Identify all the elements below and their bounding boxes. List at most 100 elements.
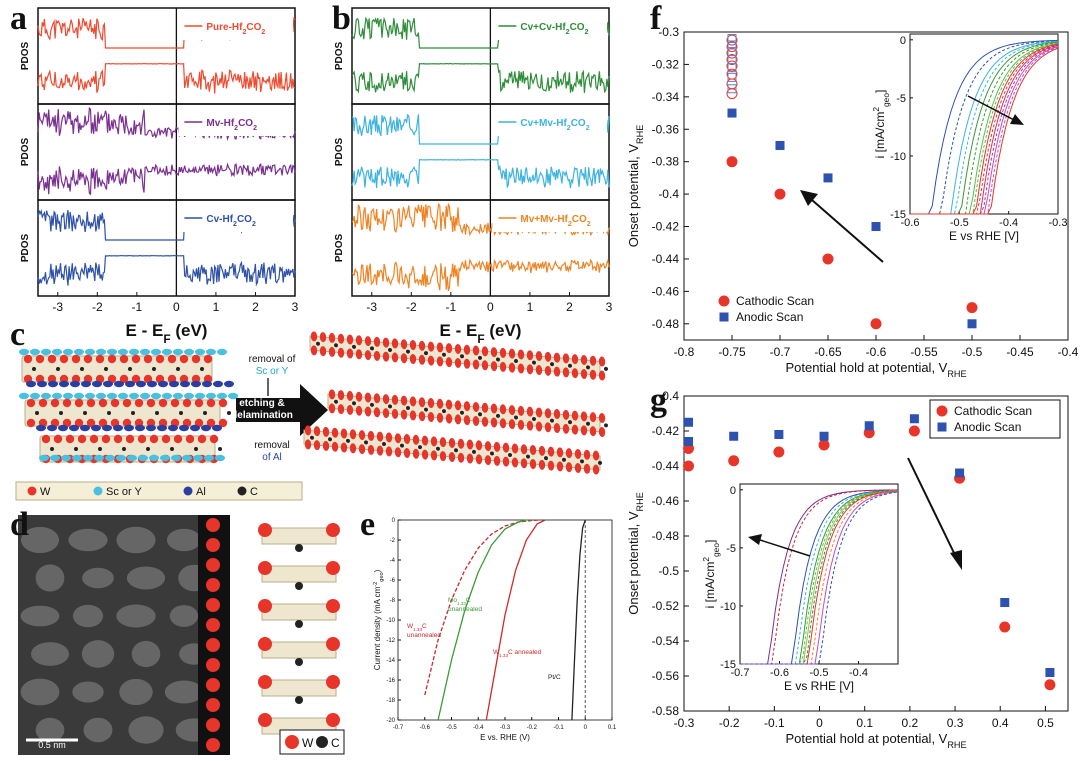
c-atom (598, 460, 602, 465)
w-atom (592, 450, 600, 461)
x-tick-label: 0.4 (992, 716, 1009, 730)
c-atom (83, 411, 87, 415)
c-atom (179, 411, 183, 415)
c-atom (310, 435, 314, 440)
w-atom (337, 347, 345, 358)
legend-c-swatch (316, 736, 328, 748)
dos-spin-down-curve (37, 162, 296, 196)
w-atom (544, 408, 552, 419)
x-tick-label: -0.4 (473, 725, 484, 731)
y-tick-label: -18 (386, 698, 395, 704)
c-atom (496, 357, 500, 362)
w-atom (209, 434, 219, 444)
interlayer-atom (204, 454, 214, 462)
x-tick-label: -0.55 (910, 345, 938, 359)
c-atom (107, 411, 111, 415)
inset-x-tick-label: -0.6 (770, 667, 789, 679)
w-atom (41, 434, 51, 444)
w-atom (337, 390, 345, 401)
etch-label-1: etching & (239, 398, 285, 409)
dos-series-label: Cv+Mv-Hf2CO2 (520, 118, 589, 132)
interlayer-atom (202, 380, 212, 388)
atom-column-blur (126, 566, 166, 590)
w-atom (161, 434, 171, 444)
x-tick-label: -0.4 (1058, 345, 1079, 359)
interlayer-atom (138, 454, 148, 462)
c-atom (170, 447, 174, 451)
w-atom (571, 368, 579, 379)
x-tick-label: 0 (173, 300, 180, 314)
w-atom (475, 440, 483, 451)
y-tick-label: -0.3 (658, 25, 679, 39)
y-tick-label: -0.5 (658, 564, 679, 578)
c-atom (203, 411, 207, 415)
interlayer-atom (213, 380, 223, 388)
interlayer-atom (61, 454, 71, 462)
cathodic-open-point (726, 54, 738, 66)
w-atom (598, 412, 606, 423)
inset-curve (910, 39, 1059, 215)
w-atom (526, 364, 534, 375)
w-atom (592, 464, 600, 475)
inset-x-tick-label: -0.5 (950, 217, 969, 229)
x-tick-label: -0.5 (962, 345, 983, 359)
interlayer-atom (69, 424, 79, 432)
w-atom (47, 354, 57, 364)
atom-column-blur (82, 567, 114, 589)
interlayer-atom (113, 424, 123, 432)
w-atom (499, 404, 507, 415)
interlayer-atom (195, 348, 205, 356)
c-atom (550, 362, 554, 367)
w-atom (391, 408, 399, 419)
cathodic-open-point (726, 47, 738, 59)
interlayer-atom (140, 392, 150, 400)
inset-y-tick-label: 0 (730, 485, 736, 497)
w-atom (457, 452, 465, 463)
cathodic-point (774, 188, 786, 200)
interlayer-atom (59, 380, 69, 388)
interlayer-atom (158, 380, 168, 388)
w-atom (580, 411, 588, 422)
model-slab (261, 527, 337, 545)
etching-arrow (236, 384, 328, 436)
w-atom (373, 393, 381, 404)
interlayer-atom (74, 348, 84, 356)
w-atom (562, 353, 570, 364)
w-atom (364, 392, 372, 403)
w-atom (170, 398, 180, 408)
w-atom (358, 430, 366, 441)
c-atom (352, 344, 356, 349)
w-atom (218, 418, 228, 428)
mxene-slab (21, 354, 213, 384)
w-atom (304, 425, 312, 436)
w-atom-overlay (206, 638, 220, 652)
w-atom (134, 398, 144, 408)
series-line (571, 519, 586, 721)
interlayer-atom (103, 380, 113, 388)
removal-bottom-label: removal (254, 440, 290, 451)
legend-w-swatch (285, 735, 299, 749)
y-tick-label: -0.46 (652, 284, 680, 298)
w-atom (131, 354, 141, 364)
x-tick-label: 0 (584, 725, 588, 731)
model-slab (261, 565, 337, 583)
legend-label: Al (196, 486, 206, 498)
c-atom (514, 415, 518, 420)
c-atom (218, 447, 222, 451)
w-atom (448, 437, 456, 448)
legend-anodic-marker (719, 312, 729, 322)
c-atom (532, 360, 536, 365)
w-atom (484, 441, 492, 452)
w-atom (328, 332, 336, 343)
w-atom (319, 346, 327, 357)
anodic-point (864, 421, 874, 431)
interlayer-atom (162, 392, 172, 400)
w-atom (580, 368, 588, 379)
inset-arrow (759, 539, 811, 557)
c-atom (532, 417, 536, 422)
x-tick-label: 1 (213, 300, 220, 314)
w-atom (475, 454, 483, 465)
w-atom (454, 357, 462, 368)
interlayer-atom (30, 348, 40, 356)
interlayer-atom (30, 392, 40, 400)
